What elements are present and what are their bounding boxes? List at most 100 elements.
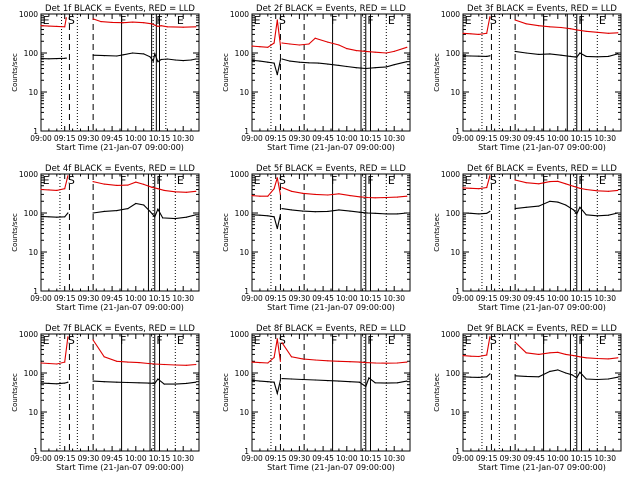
events-series-point (406, 61, 408, 63)
y-axis-label: Counts/sec (11, 373, 19, 412)
panel-title: Det 2f BLACK = Events, RED = LLD (256, 4, 406, 14)
lld-series-point (560, 26, 562, 29)
events-series-point (396, 382, 398, 384)
lld-series-point (259, 362, 261, 364)
events-series-point (154, 53, 156, 55)
events-series-point (396, 213, 398, 215)
lld-series-line (514, 341, 618, 360)
lld-series-point (279, 193, 281, 195)
interval-label: F (120, 174, 126, 187)
interval-label: E (254, 14, 261, 27)
x-tick-label: 10:00 (336, 294, 358, 303)
lld-series-point (267, 362, 269, 364)
panel-title: Det 6f BLACK = Events, RED = LLD (467, 164, 617, 174)
lld-series-point (396, 362, 398, 364)
events-series-point (470, 376, 472, 378)
panel-title: Det 1f BLACK = Events, RED = LLD (45, 4, 195, 14)
events-series-point (374, 382, 376, 384)
events-series-point (486, 55, 488, 58)
x-tick-label: 09:30 (78, 294, 100, 303)
events-series-point (40, 382, 42, 384)
events-series-point (538, 376, 540, 378)
events-series-point (374, 212, 376, 214)
events-series-point (565, 372, 567, 374)
lld-series-point (358, 361, 360, 363)
y-tick-label: 1000 (19, 10, 38, 19)
lld-series-point (573, 355, 575, 357)
lld-series-point (157, 188, 159, 190)
events-series-line (462, 55, 491, 57)
x-tick-label: 10:00 (336, 134, 358, 143)
lld-series-line (281, 186, 407, 199)
lld-series-point (579, 356, 581, 358)
events-series-point (317, 62, 319, 64)
x-tick-label: 10:30 (383, 294, 405, 303)
events-series-point (557, 201, 559, 203)
interval-label: F (331, 334, 337, 347)
lld-series-point (267, 195, 269, 197)
events-series-point (154, 216, 156, 218)
interval-label: F (578, 334, 584, 347)
events-series-point (358, 211, 360, 213)
x-tick-label: 09:45 (312, 294, 334, 303)
x-tick-label: 09:45 (312, 454, 334, 463)
y-tick-label: 100 (24, 209, 39, 218)
events-series-point (290, 209, 293, 211)
lld-series-point (486, 354, 488, 356)
lld-series-point (585, 188, 587, 191)
lld-series-point (276, 338, 278, 340)
x-axis-label: Start Time (21-Jan-07 09:00:00) (56, 143, 184, 152)
lld-series-point (290, 356, 293, 358)
lld-series-point (525, 352, 527, 354)
events-series-point (185, 382, 187, 384)
lld-series-point (525, 182, 527, 184)
events-series-line (251, 379, 281, 396)
lld-series-point (314, 359, 316, 361)
events-series-point (579, 371, 581, 373)
x-tick-label: 09:45 (312, 134, 334, 143)
lld-series-point (166, 26, 168, 28)
lld-series-point (163, 363, 165, 366)
events-series-point (549, 53, 551, 55)
lld-series-point (92, 181, 94, 183)
lld-series-point (143, 183, 145, 185)
lld-series-point (147, 362, 149, 365)
y-axis-label: Counts/sec (222, 53, 230, 92)
y-axis-label: Counts/sec (433, 53, 441, 92)
x-tick-label: 10:30 (594, 294, 616, 303)
events-series-point (302, 378, 304, 381)
lld-series-point (569, 28, 572, 30)
events-series-point (92, 54, 94, 56)
events-series-point (573, 209, 575, 211)
events-series-point (103, 381, 105, 383)
lld-series-point (338, 360, 340, 362)
lld-series-point (617, 357, 619, 359)
events-series-point (103, 55, 105, 57)
lld-series-point (314, 37, 316, 39)
lld-series-point (470, 33, 472, 35)
lld-series-point (48, 25, 50, 27)
lld-series-point (607, 190, 610, 192)
lld-series-point (65, 17, 67, 19)
lld-series-point (279, 44, 281, 46)
lld-series-point (251, 45, 253, 47)
lld-series-point (596, 190, 598, 192)
events-series-point (40, 215, 42, 217)
interval-label: F (156, 174, 162, 187)
lld-series-point (276, 19, 278, 21)
lld-series-point (579, 187, 581, 189)
events-series-point (276, 227, 278, 230)
y-tick-label: 10 (28, 408, 38, 417)
lld-series-point (279, 360, 281, 362)
events-series-point (617, 53, 619, 55)
lld-series-point (174, 364, 176, 366)
interval-label: S (68, 174, 75, 187)
events-series-point (40, 58, 42, 60)
lld-series-point (365, 50, 367, 53)
events-series-point (338, 64, 340, 66)
interval-label: F (578, 174, 584, 187)
y-axis-label: Counts/sec (433, 213, 441, 252)
lld-series-point (157, 25, 159, 27)
y-tick-label: 1 (33, 127, 38, 136)
events-series-point (160, 58, 162, 61)
